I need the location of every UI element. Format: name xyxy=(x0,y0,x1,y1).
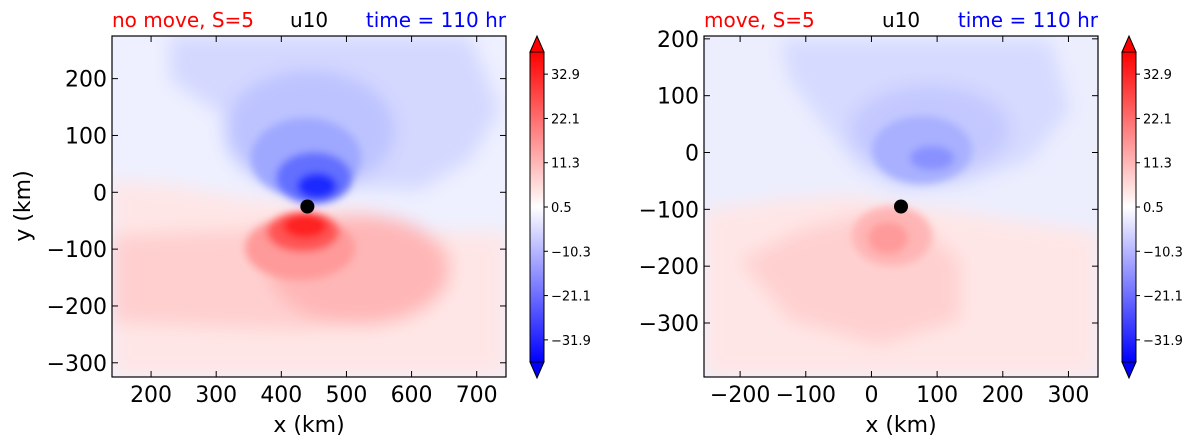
y-tick-label: 200 xyxy=(657,28,699,53)
x-tick-label: 100 xyxy=(916,383,958,408)
colorbar-tick-label: −10.3 xyxy=(551,245,591,260)
positive-core-inner xyxy=(868,222,908,254)
storm-center-marker xyxy=(894,199,908,214)
title-center: u10 xyxy=(882,8,920,32)
x-tick-label: 700 xyxy=(456,383,498,408)
contour-field xyxy=(112,36,506,377)
y-tick-label: −200 xyxy=(639,255,699,280)
y-tick-label: −100 xyxy=(47,238,107,263)
y-tick-label: −100 xyxy=(639,198,699,223)
colorbar-tick-label: −10.3 xyxy=(1143,245,1183,260)
x-tick-label: 500 xyxy=(325,383,367,408)
plot-frame xyxy=(703,35,1099,378)
x-tick-label: 600 xyxy=(391,383,433,408)
y-axis-label: y (km) xyxy=(11,170,36,241)
panel-no-move: no move, S=5 u10 time = 110 hr 200 300 400… xyxy=(11,8,591,438)
colorbar-tick-label: 32.9 xyxy=(551,68,580,83)
x-axis-label: x (km) xyxy=(273,413,344,438)
storm-center-marker xyxy=(300,199,315,214)
colorbar-tick-label: −21.1 xyxy=(551,290,591,305)
y-tick-label: 0 xyxy=(93,181,107,206)
colorbar-tick-label: −31.9 xyxy=(1143,334,1183,349)
axis-ticks: 200 300 400 500 600 700 200 100 0 −100 −200 −300 xyxy=(47,36,506,408)
colorbar-body xyxy=(1121,51,1137,363)
x-tick-label: 400 xyxy=(260,383,302,408)
x-tick-label: −200 xyxy=(710,383,770,408)
colorbar-tick-label: 0.5 xyxy=(1143,201,1164,216)
negative-core-inner xyxy=(297,173,337,199)
colorbar-tick-label: 11.3 xyxy=(551,157,580,172)
colorbar-tick-label: −31.9 xyxy=(551,334,591,349)
colorbar-tick-label: 0.5 xyxy=(551,201,572,216)
positive-core-inner xyxy=(283,214,327,238)
y-tick-label: 100 xyxy=(657,85,699,110)
x-tick-label: 300 xyxy=(195,383,237,408)
x-tick-label: −100 xyxy=(776,383,836,408)
x-tick-label: 200 xyxy=(130,383,172,408)
y-tick-label: −200 xyxy=(47,295,107,320)
colorbar-tick-label: 11.3 xyxy=(1143,157,1172,172)
y-tick-label: 0 xyxy=(685,142,699,167)
y-tick-label: 200 xyxy=(65,68,107,93)
title-center: u10 xyxy=(290,8,328,32)
colorbar-extend-max xyxy=(1121,34,1137,53)
colorbar: 32.9 22.1 11.3 0.5 −10.3 −21.1 −31.9 xyxy=(529,34,591,380)
x-axis-label: x (km) xyxy=(865,413,936,438)
title-left: move, S=5 xyxy=(704,8,815,32)
contour-field xyxy=(704,36,1098,377)
colorbar-extend-min xyxy=(529,361,545,380)
colorbar-tick-label: 32.9 xyxy=(1143,68,1172,83)
y-tick-label: 100 xyxy=(65,124,107,149)
title-right: time = 110 hr xyxy=(958,8,1099,32)
plot-frame xyxy=(111,35,507,378)
title-left: no move, S=5 xyxy=(112,8,254,32)
x-tick-label: 0 xyxy=(864,383,878,408)
x-tick-label: 200 xyxy=(982,383,1024,408)
colorbar-extend-max xyxy=(529,34,545,53)
colorbar-body xyxy=(529,51,545,363)
y-tick-label: −300 xyxy=(639,312,699,337)
colorbar-ticks: 32.9 22.1 11.3 0.5 −10.3 −21.1 −31.9 xyxy=(544,68,591,349)
negative-core-inner xyxy=(910,146,954,170)
y-tick-label: −300 xyxy=(47,352,107,377)
colorbar-extend-min xyxy=(1121,361,1137,380)
colorbar-tick-label: 22.1 xyxy=(551,112,580,127)
title-right: time = 110 hr xyxy=(366,8,507,32)
colorbar-tick-label: −21.1 xyxy=(1143,290,1183,305)
colorbar-tick-label: 22.1 xyxy=(1143,112,1172,127)
x-tick-label: 300 xyxy=(1047,383,1089,408)
panel-move: move, S=5 u10 time = 110 hr −200 −100 0 100… xyxy=(639,8,1183,438)
colorbar-ticks: 32.9 22.1 11.3 0.5 −10.3 −21.1 −31.9 xyxy=(1136,68,1183,349)
colorbar: 32.9 22.1 11.3 0.5 −10.3 −21.1 −31.9 xyxy=(1121,34,1183,380)
